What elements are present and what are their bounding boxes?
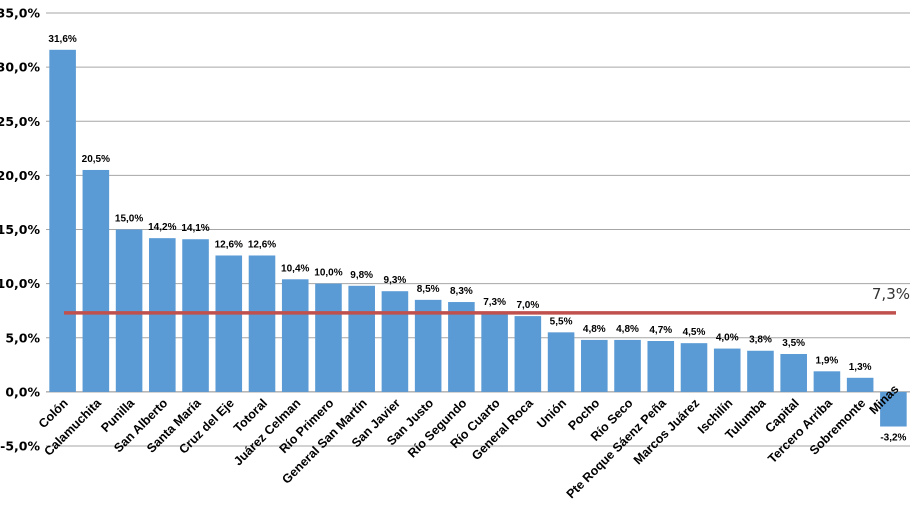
bar [846, 377, 874, 392]
data-label: 9,8% [350, 270, 373, 281]
data-label: 10,4% [281, 263, 309, 274]
bar [215, 255, 243, 392]
bar [248, 255, 276, 392]
bar [381, 291, 409, 392]
data-label: 4,8% [583, 324, 606, 335]
data-label: 9,3% [384, 275, 407, 286]
data-label: 4,5% [683, 327, 706, 338]
bar [747, 350, 774, 392]
data-label: 20,5% [82, 154, 110, 165]
data-label: 5,5% [550, 316, 573, 327]
bar [82, 169, 110, 392]
bar [880, 391, 907, 427]
data-label: 4,0% [716, 333, 739, 344]
data-label: 14,2% [148, 222, 176, 233]
bar [514, 316, 542, 392]
data-label: 7,0% [516, 300, 539, 311]
data-label: 10,0% [314, 268, 342, 279]
data-label: 7,3% [483, 297, 506, 308]
data-label: 8,3% [450, 286, 473, 297]
y-tick-label: 5,0% [5, 330, 40, 345]
data-label: -3,2% [880, 433, 906, 444]
bar [315, 283, 342, 392]
y-tick-label: 20,0% [0, 168, 40, 183]
bar [813, 371, 841, 392]
data-label: 3,5% [782, 338, 805, 349]
bar [348, 285, 375, 392]
bars [49, 49, 907, 427]
bar [481, 312, 508, 392]
data-label: 8,5% [417, 284, 440, 295]
average-reference-label: 7,3% [872, 285, 910, 303]
data-label: 31,6% [48, 34, 76, 45]
bar [149, 238, 176, 392]
bar [49, 49, 76, 392]
category-label: Unión [534, 396, 569, 431]
bar [581, 339, 608, 392]
y-tick-label: 10,0% [0, 276, 40, 291]
y-tick-label: 35,0% [0, 6, 40, 21]
data-label: 1,3% [849, 362, 872, 373]
bar [281, 279, 309, 392]
bar [115, 229, 143, 392]
y-axis-ticks: -5,0% 0,0% 5,0% 10,0% 15,0% 20,0% 25,0% 30,0% 35… [0, 6, 40, 454]
bar [182, 239, 209, 392]
data-label: 12,6% [215, 239, 243, 250]
y-tick-label: 25,0% [0, 114, 40, 129]
data-label: 14,1% [181, 223, 209, 234]
data-label: 1,9% [816, 355, 839, 366]
data-labels: 31,6% 20,5% 15,0% 14,2% 14,1% 12,6% 12,6% 10,4%… [48, 34, 906, 444]
bar [647, 340, 675, 392]
bar [680, 343, 708, 392]
y-tick-label: 30,0% [0, 60, 40, 75]
bar [614, 339, 641, 392]
bar [713, 348, 741, 392]
data-label: 4,7% [649, 325, 672, 336]
y-tick-label: 15,0% [0, 222, 40, 237]
bar [414, 299, 442, 392]
data-label: 12,6% [248, 239, 276, 250]
data-label: 4,8% [616, 324, 639, 335]
bar [547, 332, 575, 392]
bar [780, 353, 807, 392]
data-label: 15,0% [115, 214, 143, 225]
bar [448, 302, 475, 392]
y-tick-label: 0,0% [5, 384, 40, 399]
y-tick-label: -5,0% [0, 439, 40, 454]
data-label: 3,8% [749, 335, 772, 346]
